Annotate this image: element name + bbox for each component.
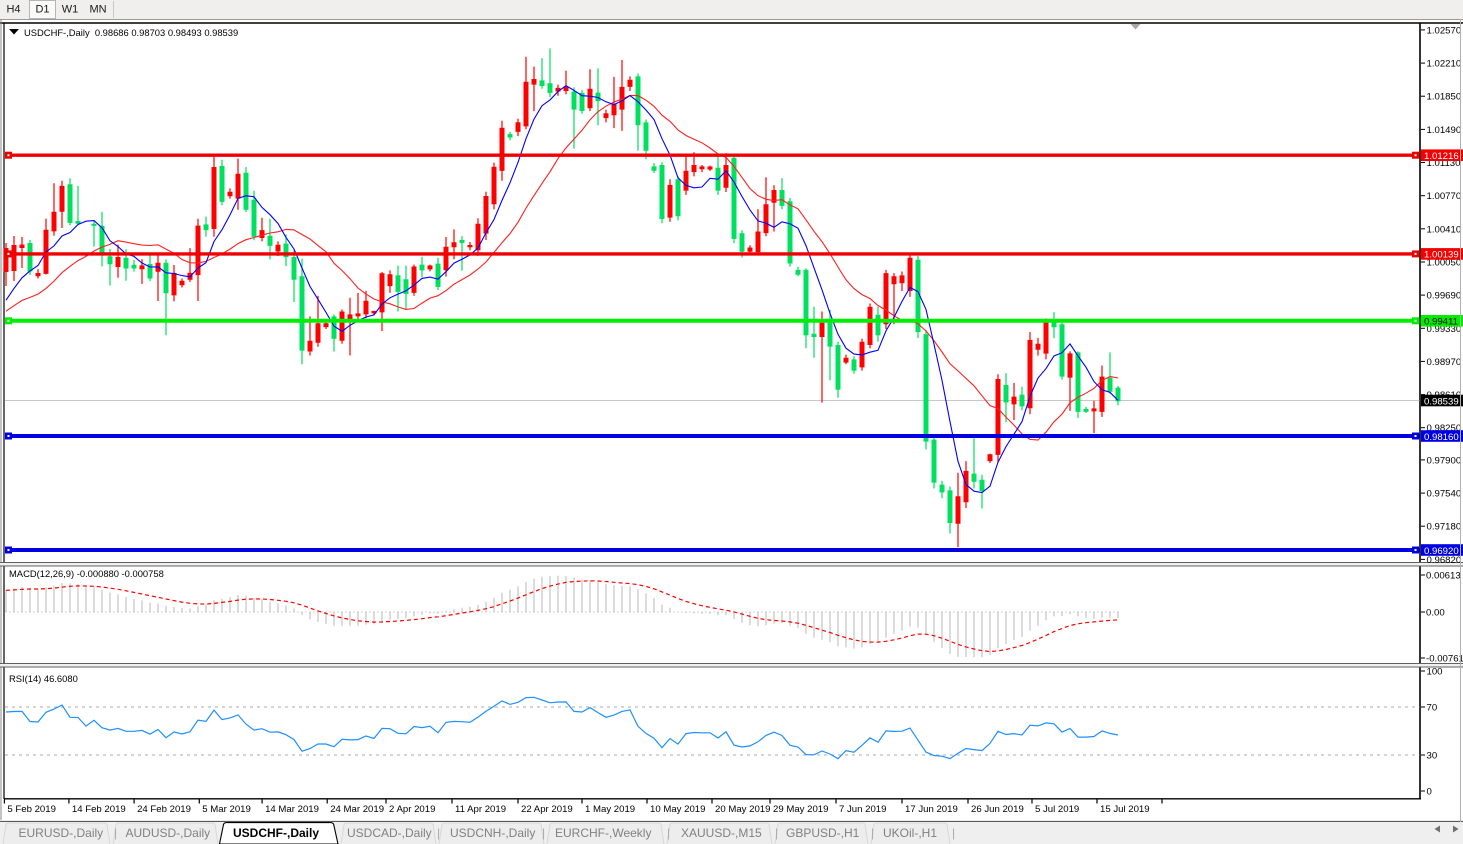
svg-text:1.02570: 1.02570	[1427, 25, 1462, 36]
svg-text:14 Mar 2019: 14 Mar 2019	[265, 804, 319, 815]
svg-text:1.00050: 1.00050	[1427, 258, 1462, 269]
svg-text:26 Jun 2019: 26 Jun 2019	[971, 804, 1024, 815]
svg-text:W1: W1	[62, 4, 79, 16]
svg-text:14 Feb 2019: 14 Feb 2019	[72, 804, 126, 815]
svg-text:0.99411: 0.99411	[1424, 317, 1458, 328]
svg-text:0.98970: 0.98970	[1427, 357, 1462, 368]
svg-text:20 May 2019: 20 May 2019	[715, 804, 770, 815]
svg-text:5 Feb 2019: 5 Feb 2019	[7, 804, 56, 815]
svg-text:GBPUSD-,H1: GBPUSD-,H1	[786, 826, 860, 840]
svg-text:MN: MN	[89, 4, 106, 16]
svg-text:17 Jun 2019: 17 Jun 2019	[905, 804, 958, 815]
svg-text:1.00139: 1.00139	[1424, 250, 1459, 261]
svg-text:USDCHF-,Daily: USDCHF-,Daily	[233, 826, 319, 840]
svg-text:1.01850: 1.01850	[1427, 92, 1462, 103]
svg-text:29 May 2019: 29 May 2019	[773, 804, 828, 815]
svg-text:XAUUSD-,M15: XAUUSD-,M15	[681, 826, 762, 840]
svg-text:0: 0	[1427, 787, 1432, 798]
svg-text:|: |	[952, 826, 955, 840]
svg-text:AUDUSD-,Daily: AUDUSD-,Daily	[126, 826, 211, 840]
svg-text:|: |	[871, 826, 874, 840]
svg-text:100: 100	[1427, 667, 1443, 678]
svg-text:0.96920: 0.96920	[1424, 546, 1459, 557]
svg-text:70: 70	[1427, 703, 1438, 714]
svg-text:0.97180: 0.97180	[1427, 522, 1462, 533]
svg-text:11 Apr 2019: 11 Apr 2019	[455, 804, 506, 815]
svg-text:|: |	[775, 826, 778, 840]
svg-text:USDCNH-,Daily: USDCNH-,Daily	[450, 826, 535, 840]
svg-text:USDCHF-,Daily 0.98686 0.98703: USDCHF-,Daily 0.98686 0.98703 0.98493 0.…	[24, 27, 238, 38]
svg-text:|: |	[542, 826, 545, 840]
svg-text:H4: H4	[6, 4, 20, 16]
svg-text:1 May 2019: 1 May 2019	[585, 804, 635, 815]
svg-text:30: 30	[1427, 751, 1438, 762]
svg-text:0.98539: 0.98539	[1424, 396, 1459, 407]
svg-text:0.97540: 0.97540	[1427, 489, 1462, 500]
svg-text:-0.0076125: -0.0076125	[1426, 654, 1463, 665]
svg-text:0.99690: 0.99690	[1427, 291, 1462, 302]
svg-text:RSI(14) 46.6080: RSI(14) 46.6080	[9, 673, 78, 684]
svg-text:1.00770: 1.00770	[1427, 191, 1462, 202]
svg-text:22 Apr 2019: 22 Apr 2019	[521, 804, 573, 815]
svg-text:7 Jun 2019: 7 Jun 2019	[839, 804, 886, 815]
svg-text:MACD(12,26,9) -0.000880 -0.000: MACD(12,26,9) -0.000880 -0.000758	[9, 568, 164, 579]
svg-text:|: |	[437, 826, 440, 840]
svg-text:1.01130: 1.01130	[1427, 158, 1461, 169]
svg-text:UKOil-,H1: UKOil-,H1	[883, 826, 937, 840]
svg-text:1.02210: 1.02210	[1427, 59, 1462, 70]
svg-text:24 Mar 2019: 24 Mar 2019	[330, 804, 384, 815]
svg-text:EURCHF-,Weekly: EURCHF-,Weekly	[555, 826, 651, 840]
svg-text:24 Feb 2019: 24 Feb 2019	[137, 804, 191, 815]
svg-text:1.01216: 1.01216	[1424, 151, 1459, 162]
svg-text:|: |	[667, 826, 670, 840]
svg-text:10 May 2019: 10 May 2019	[650, 804, 705, 815]
svg-text:0.98160: 0.98160	[1424, 432, 1459, 443]
svg-text:0.98250: 0.98250	[1427, 423, 1462, 434]
svg-text:USDCAD-,Daily: USDCAD-,Daily	[347, 826, 432, 840]
svg-text:|: |	[114, 826, 117, 840]
svg-text:1.00410: 1.00410	[1427, 224, 1462, 235]
svg-text:5 Mar 2019: 5 Mar 2019	[202, 804, 251, 815]
svg-text:0.97900: 0.97900	[1427, 455, 1462, 466]
svg-text:EURUSD-,Daily: EURUSD-,Daily	[19, 826, 104, 840]
svg-text:0.96820: 0.96820	[1427, 555, 1462, 566]
svg-text:0.00613: 0.00613	[1426, 571, 1461, 582]
svg-text:0.99330: 0.99330	[1427, 324, 1462, 335]
svg-text:2 Apr 2019: 2 Apr 2019	[389, 804, 435, 815]
svg-text:15 Jul 2019: 15 Jul 2019	[1100, 804, 1150, 815]
svg-text:0.00: 0.00	[1426, 608, 1445, 619]
svg-text:1.01490: 1.01490	[1427, 125, 1462, 136]
svg-text:5 Jul 2019: 5 Jul 2019	[1035, 804, 1079, 815]
svg-text:D1: D1	[35, 4, 49, 16]
